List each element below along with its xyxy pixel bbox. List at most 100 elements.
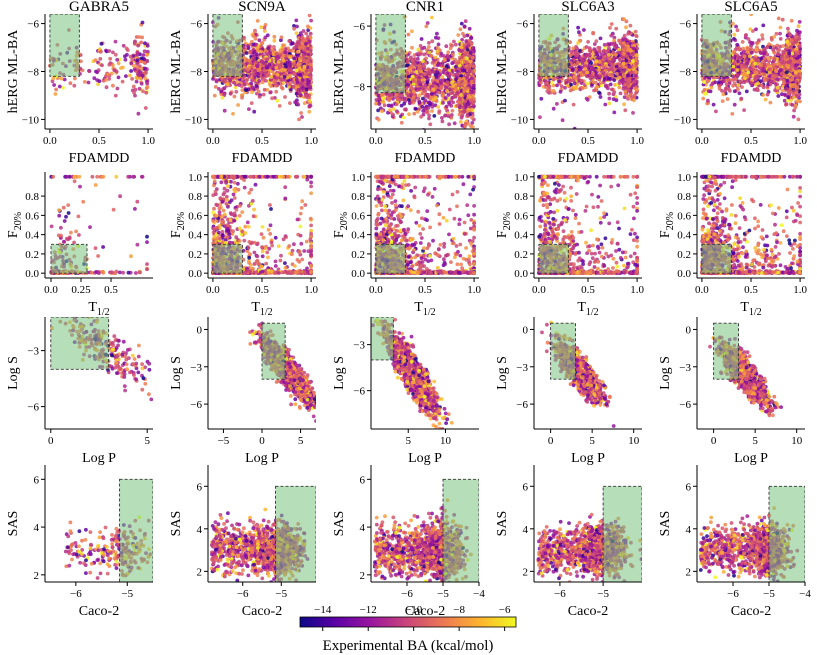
- scatter-point: [253, 36, 258, 41]
- scatter-point: [423, 85, 428, 90]
- scatter-point: [139, 81, 144, 86]
- scatter-point: [433, 72, 438, 77]
- scatter-point: [264, 73, 269, 78]
- scatter-point: [145, 81, 150, 86]
- scatter-point: [116, 61, 121, 66]
- scatter-point: [302, 101, 307, 106]
- scatter-point: [145, 85, 150, 89]
- scatter-point: [145, 43, 150, 48]
- scatter-point: [236, 103, 241, 107]
- scatter-point: [409, 55, 413, 60]
- scatter-point: [282, 75, 287, 79]
- scatter-point: [260, 41, 265, 45]
- scatter-point: [457, 63, 462, 68]
- scatter-point: [299, 111, 303, 115]
- scatter-point: [607, 46, 611, 51]
- scatter-point: [292, 61, 296, 66]
- x-tick-label: 1.0: [467, 135, 481, 147]
- scatter-point: [220, 95, 225, 100]
- scatter-point: [140, 73, 145, 78]
- scatter-point: [450, 61, 455, 66]
- scatter-point: [115, 86, 120, 91]
- scatter-point: [426, 67, 431, 72]
- y-tick-label: −6: [190, 19, 202, 31]
- scatter-point: [466, 43, 471, 48]
- scatter-point: [584, 45, 589, 49]
- scatter-point: [391, 107, 396, 112]
- scatter-point: [277, 64, 282, 69]
- scatter-point: [242, 81, 247, 86]
- scatter-point: [444, 104, 449, 109]
- scatter-point: [295, 10, 299, 14]
- scatter-point: [308, 76, 313, 81]
- scatter-point: [131, 84, 136, 89]
- y-tick-label: −6: [353, 21, 365, 33]
- scatter-point: [294, 91, 299, 96]
- scatter-point: [460, 68, 465, 73]
- scatter-point: [395, 109, 399, 114]
- scatter-point: [388, 108, 392, 112]
- scatter-point: [468, 51, 473, 56]
- scatter-point: [441, 53, 445, 58]
- scatter-point: [418, 52, 423, 56]
- scatter-point: [467, 26, 472, 31]
- scatter-point: [306, 52, 311, 57]
- scatter-point: [297, 57, 302, 61]
- scatter-point: [279, 85, 284, 90]
- scatter-point: [237, 83, 242, 87]
- scatter-point: [125, 48, 130, 52]
- scatter-point: [428, 122, 433, 127]
- scatter-point: [134, 79, 139, 84]
- scatter-point: [288, 55, 292, 60]
- scatter-point: [242, 35, 246, 40]
- scatter-point: [143, 41, 147, 46]
- scatter-point: [592, 42, 597, 46]
- scatter-point: [405, 63, 410, 68]
- scatter-point: [288, 82, 292, 87]
- scatter-point: [87, 69, 92, 73]
- scatter-point: [116, 75, 121, 80]
- scatter-point: [294, 18, 299, 23]
- scatter-point: [421, 109, 426, 113]
- scatter-point: [467, 94, 471, 98]
- scatter-point: [52, 83, 56, 87]
- scatter-point: [264, 65, 269, 70]
- scatter-point: [459, 7, 463, 11]
- scatter-point: [576, 25, 580, 30]
- scatter-point: [427, 41, 431, 45]
- scatter-point: [404, 91, 409, 96]
- scatter-point: [468, 98, 473, 102]
- scatter-point: [304, 41, 308, 46]
- scatter-point: [584, 96, 589, 101]
- scatter-point: [465, 113, 470, 117]
- scatter-point: [470, 76, 474, 80]
- scatter-point: [470, 46, 475, 50]
- scatter-point: [282, 68, 287, 72]
- scatter-point: [98, 50, 103, 54]
- scatter-point: [447, 68, 452, 73]
- scatter-point: [471, 64, 476, 69]
- scatter-point: [459, 45, 464, 50]
- scatter-point: [301, 45, 305, 50]
- scatter-point: [121, 43, 126, 48]
- scatter-point: [61, 85, 65, 90]
- scatter-point: [281, 48, 285, 52]
- scatter-point: [302, 75, 307, 79]
- scatter-point: [469, 107, 474, 112]
- scatter-point: [470, 95, 475, 99]
- scatter-point: [244, 51, 249, 55]
- favorable-region: [375, 14, 406, 94]
- scatter-point: [120, 65, 125, 70]
- scatter-point: [461, 105, 465, 110]
- scatter-point: [450, 91, 455, 95]
- scatter-points: [537, 17, 639, 129]
- scatter-point: [434, 99, 439, 104]
- scatter-point: [299, 81, 304, 85]
- scatter-point: [586, 40, 590, 44]
- scatter-point: [99, 41, 104, 46]
- scatter-point: [437, 109, 442, 113]
- scatter-point: [446, 58, 450, 63]
- scatter-point: [445, 54, 449, 59]
